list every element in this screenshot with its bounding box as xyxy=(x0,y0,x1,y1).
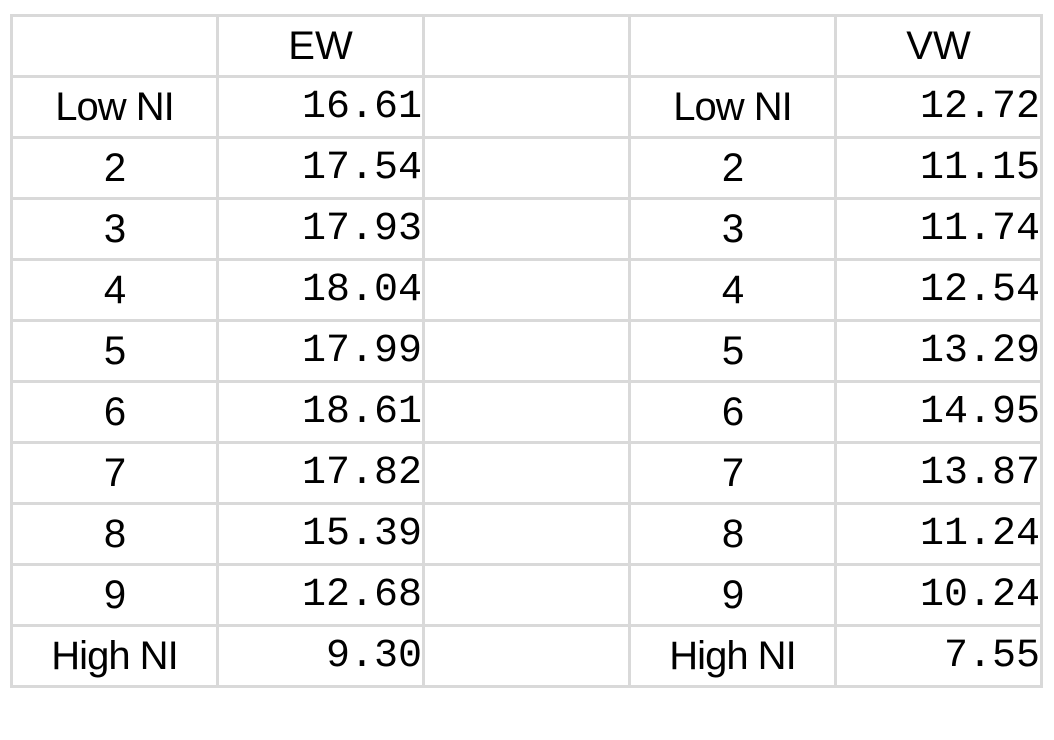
row-label-vw: 7 xyxy=(628,441,837,505)
spacer-cell xyxy=(422,136,631,200)
vw-value-cell: 13.87 xyxy=(834,441,1043,505)
vw-value-cell: 11.74 xyxy=(834,197,1043,261)
ew-value-cell: 17.93 xyxy=(216,197,425,261)
ew-value-cell: 15.39 xyxy=(216,502,425,566)
header-cell-ew: EW xyxy=(216,14,425,78)
spacer-cell xyxy=(422,624,631,688)
header-cell-blank xyxy=(10,14,219,78)
row-label-vw: 8 xyxy=(628,502,837,566)
row-label-ew: 2 xyxy=(10,136,219,200)
spacer-cell xyxy=(422,563,631,627)
vw-value-cell: 11.24 xyxy=(834,502,1043,566)
row-label-vw: 2 xyxy=(628,136,837,200)
table-row: 5 17.99 5 13.29 xyxy=(10,319,1043,383)
row-label-vw: High NI xyxy=(628,624,837,688)
vw-value-cell: 13.29 xyxy=(834,319,1043,383)
vw-value-cell: 14.95 xyxy=(834,380,1043,444)
row-label-ew: Low NI xyxy=(10,75,219,139)
row-label-vw: 3 xyxy=(628,197,837,261)
ew-value-cell: 17.99 xyxy=(216,319,425,383)
row-label-ew: 5 xyxy=(10,319,219,383)
table-row: 9 12.68 9 10.24 xyxy=(10,563,1043,627)
header-cell-spacer xyxy=(422,14,631,78)
ew-value-cell: 18.61 xyxy=(216,380,425,444)
ew-value-cell: 16.61 xyxy=(216,75,425,139)
header-row: EW VW xyxy=(10,14,1043,78)
header-cell-vw: VW xyxy=(834,14,1043,78)
table-row: Low NI 16.61 Low NI 12.72 xyxy=(10,75,1043,139)
table-body: EW VW Low NI 16.61 Low NI 12.72 2 17.54 2 11.15… xyxy=(10,14,1043,688)
row-label-vw: 4 xyxy=(628,258,837,322)
vw-value-cell: 11.15 xyxy=(834,136,1043,200)
row-label-ew: 9 xyxy=(10,563,219,627)
table-row: 7 17.82 7 13.87 xyxy=(10,441,1043,505)
table-row: 3 17.93 3 11.74 xyxy=(10,197,1043,261)
spacer-cell xyxy=(422,319,631,383)
row-label-vw: 9 xyxy=(628,563,837,627)
ew-value-cell: 17.54 xyxy=(216,136,425,200)
row-label-ew: 4 xyxy=(10,258,219,322)
row-label-vw: Low NI xyxy=(628,75,837,139)
ew-value-cell: 9.30 xyxy=(216,624,425,688)
table-row: High NI 9.30 High NI 7.55 xyxy=(10,624,1043,688)
row-label-ew: High NI xyxy=(10,624,219,688)
spacer-cell xyxy=(422,258,631,322)
table-row: 6 18.61 6 14.95 xyxy=(10,380,1043,444)
table-row: 2 17.54 2 11.15 xyxy=(10,136,1043,200)
spacer-cell xyxy=(422,502,631,566)
table-row: 4 18.04 4 12.54 xyxy=(10,258,1043,322)
row-label-ew: 7 xyxy=(10,441,219,505)
data-table: EW VW Low NI 16.61 Low NI 12.72 2 17.54 2 11.15… xyxy=(10,14,1043,688)
spacer-cell xyxy=(422,75,631,139)
vw-value-cell: 12.54 xyxy=(834,258,1043,322)
row-label-ew: 3 xyxy=(10,197,219,261)
row-label-ew: 6 xyxy=(10,380,219,444)
row-label-vw: 6 xyxy=(628,380,837,444)
row-label-ew: 8 xyxy=(10,502,219,566)
vw-value-cell: 10.24 xyxy=(834,563,1043,627)
header-cell-blank-2 xyxy=(628,14,837,78)
row-label-vw: 5 xyxy=(628,319,837,383)
vw-value-cell: 7.55 xyxy=(834,624,1043,688)
table-row: 8 15.39 8 11.24 xyxy=(10,502,1043,566)
ew-value-cell: 17.82 xyxy=(216,441,425,505)
ew-value-cell: 12.68 xyxy=(216,563,425,627)
vw-value-cell: 12.72 xyxy=(834,75,1043,139)
ew-value-cell: 18.04 xyxy=(216,258,425,322)
spacer-cell xyxy=(422,197,631,261)
spacer-cell xyxy=(422,380,631,444)
spacer-cell xyxy=(422,441,631,505)
